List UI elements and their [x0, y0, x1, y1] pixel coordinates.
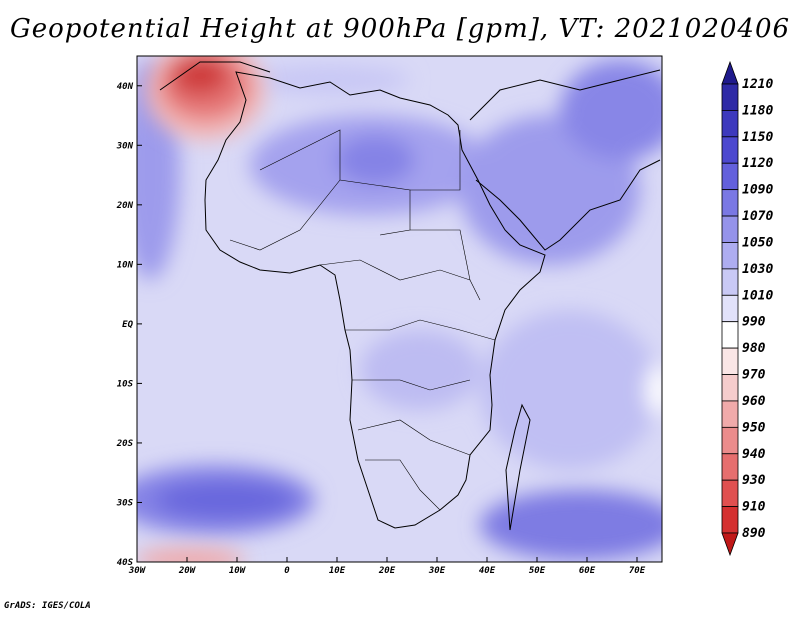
grads-credit: GrADS: IGES/COLA — [4, 601, 91, 611]
colorbar-label-2: 1150 — [742, 130, 773, 145]
lat-tick-label-7: 30S — [116, 498, 134, 508]
lat-tick-label-2: 20N — [116, 201, 134, 211]
plot-frame — [136, 55, 663, 563]
colorbar-segment-15 — [721, 453, 739, 481]
lat-tick-label-4: EQ — [122, 320, 133, 330]
colorbar-segment-10 — [721, 321, 739, 349]
colorbar-label-6: 1050 — [742, 235, 773, 250]
lon-tick-label-6: 30E — [428, 566, 446, 576]
colorbar-label-7: 1030 — [742, 262, 773, 277]
colorbar-top-arrow — [721, 60, 739, 85]
colorbar-segment-6 — [721, 215, 739, 243]
lon-tick-label-2: 10W — [229, 566, 247, 576]
colorbar-segment-7 — [721, 242, 739, 270]
colorbar-label-17: 890 — [742, 526, 766, 541]
lon-tick-label-0: 30W — [128, 566, 147, 576]
colorbar-label-11: 970 — [742, 368, 766, 383]
lon-tick-label-4: 10E — [329, 566, 346, 576]
colorbar-label-15: 930 — [742, 473, 766, 488]
lon-tick-label-10: 70E — [629, 566, 646, 576]
lon-tick-label-5: 20E — [378, 566, 396, 576]
lat-tick-label-6: 20S — [116, 439, 134, 449]
colorbar-segment-8 — [721, 268, 739, 296]
colorbar-label-3: 1120 — [742, 156, 773, 171]
colorbar: 1210 1180 1150 1120 1090 1070 1050 1030 1010 990 9… — [721, 60, 773, 557]
lon-tick-label-3: 0 — [284, 566, 290, 576]
lat-tick-label-1: 30N — [116, 141, 134, 151]
colorbar-segment-14 — [721, 426, 739, 455]
colorbar-segment-4 — [721, 162, 739, 191]
colorbar-label-16: 910 — [742, 500, 766, 515]
lon-tick-label-8: 50E — [529, 566, 546, 576]
colorbar-segment-17 — [721, 506, 739, 534]
lat-tick-label-8: 40S — [117, 558, 134, 568]
lat-tick-label-5: 10S — [117, 379, 134, 389]
axis-ticks — [136, 85, 638, 563]
map-title: Geopotential Height at 900hPa [gpm], VT:… — [9, 14, 791, 44]
colorbar-label-8: 1010 — [742, 288, 773, 303]
colorbar-segment-1 — [721, 83, 739, 111]
colorbar-segment-12 — [721, 374, 739, 402]
colorbar-segment-13 — [721, 400, 739, 428]
colorbar-label-14: 940 — [742, 447, 766, 462]
axis-labels: 30W 20W 10W 0 10E 20E 30E 40E 50E 60E 70E 40N 30N 20N… — [116, 82, 646, 576]
colorbar-segment-9 — [721, 294, 739, 323]
colorbar-label-13: 950 — [742, 420, 766, 435]
lon-tick-label-1: 20W — [178, 566, 197, 576]
geopotential-field — [137, 56, 662, 562]
lon-tick-label-9: 60E — [579, 566, 596, 576]
colorbar-label-4: 1090 — [742, 183, 773, 198]
lat-tick-label-3: 10N — [117, 260, 134, 270]
colorbar-segment-11 — [721, 347, 739, 375]
colorbar-segment-2 — [721, 110, 739, 138]
colorbar-segment-3 — [721, 136, 739, 164]
colorbar-label-9: 990 — [742, 315, 766, 330]
colorbar-segment-16 — [721, 479, 739, 507]
colorbar-label-10: 980 — [742, 341, 766, 356]
colorbar-label-12: 960 — [742, 394, 766, 409]
colorbar-label-0: 1210 — [742, 77, 773, 92]
country-borders — [229, 129, 496, 511]
colorbar-segment-5 — [721, 189, 739, 217]
colorbar-label-1: 1180 — [742, 103, 773, 118]
lat-tick-label-0: 40N — [117, 82, 134, 92]
colorbar-bottom-arrow — [721, 532, 739, 557]
coastlines — [159, 61, 661, 531]
colorbar-label-5: 1070 — [742, 209, 773, 224]
lon-tick-label-7: 40E — [479, 566, 496, 576]
